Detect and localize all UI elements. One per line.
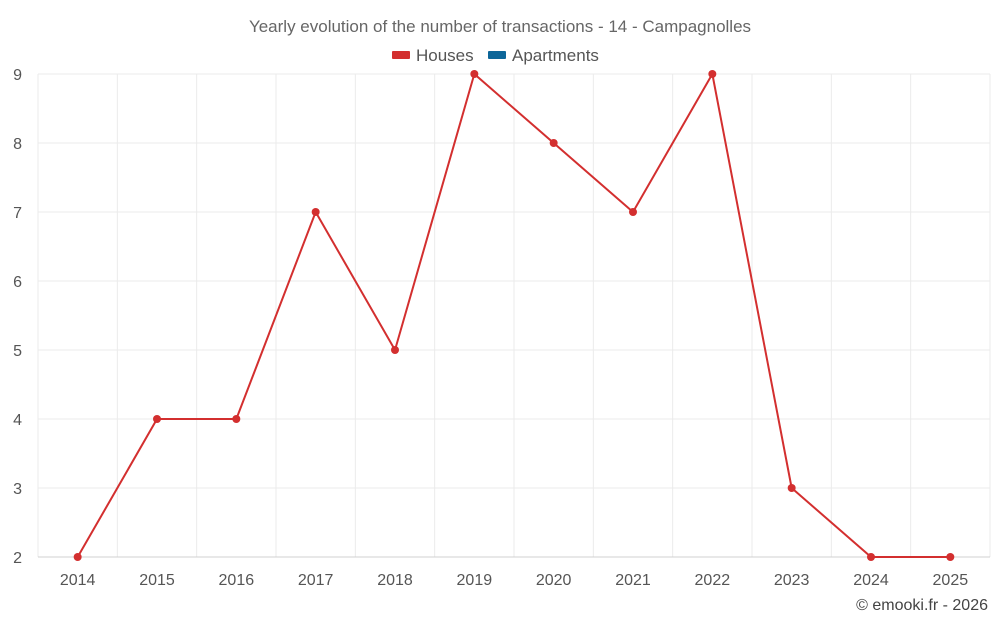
- chart-title: Yearly evolution of the number of transa…: [249, 17, 751, 36]
- credit-text: © emooki.fr - 2026: [856, 597, 988, 614]
- y-tick-label: 4: [13, 412, 22, 429]
- legend-item-houses[interactable]: Houses: [392, 46, 474, 65]
- data-point[interactable]: [311, 208, 320, 216]
- y-tick-label: 7: [13, 205, 22, 222]
- legend-item-apartments[interactable]: Apartments: [488, 46, 599, 65]
- data-point[interactable]: [391, 346, 399, 354]
- y-tick-label: 8: [13, 136, 22, 153]
- series-line: [76, 73, 951, 558]
- x-tick-label: 2016: [219, 572, 255, 589]
- y-tick-label: 6: [13, 274, 22, 291]
- y-tick-label: 9: [13, 67, 22, 84]
- legend-swatch-houses: [392, 51, 410, 59]
- y-tick-label: 5: [13, 343, 22, 360]
- data-point[interactable]: [153, 415, 161, 423]
- x-tick-label: 2022: [695, 572, 731, 589]
- x-tick-label: 2015: [139, 572, 175, 589]
- legend-swatch-apartments: [488, 51, 506, 59]
- data-point[interactable]: [708, 70, 717, 78]
- data-point[interactable]: [787, 484, 796, 492]
- axes: 2 3 4 5 6 7 8 9 2014 2015 2016 2017 2018 2019 2020 2021…: [13, 67, 990, 589]
- data-point[interactable]: [549, 139, 558, 147]
- x-tick-label: 2018: [377, 572, 413, 589]
- data-point[interactable]: [232, 415, 241, 423]
- legend-label-apartments: Apartments: [512, 46, 599, 65]
- y-tick-label: 2: [13, 550, 22, 567]
- data-point[interactable]: [946, 553, 955, 561]
- x-tick-label: 2024: [853, 572, 889, 589]
- data-point[interactable]: [470, 70, 479, 78]
- y-tick-label: 3: [13, 481, 22, 498]
- x-tick-label: 2014: [60, 572, 96, 589]
- x-tick-label: 2023: [774, 572, 810, 589]
- x-tick-label: 2017: [298, 572, 334, 589]
- data-point[interactable]: [73, 553, 82, 561]
- x-tick-label: 2020: [536, 572, 572, 589]
- series-houses: [73, 70, 955, 561]
- data-point[interactable]: [867, 553, 875, 561]
- x-tick-label: 2019: [457, 572, 493, 589]
- legend-label-houses: Houses: [416, 46, 474, 65]
- legend: Houses Apartments: [392, 46, 599, 65]
- x-tick-label: 2025: [933, 572, 969, 589]
- grid: [37, 73, 991, 558]
- data-point[interactable]: [629, 208, 637, 216]
- x-tick-label: 2021: [615, 572, 651, 589]
